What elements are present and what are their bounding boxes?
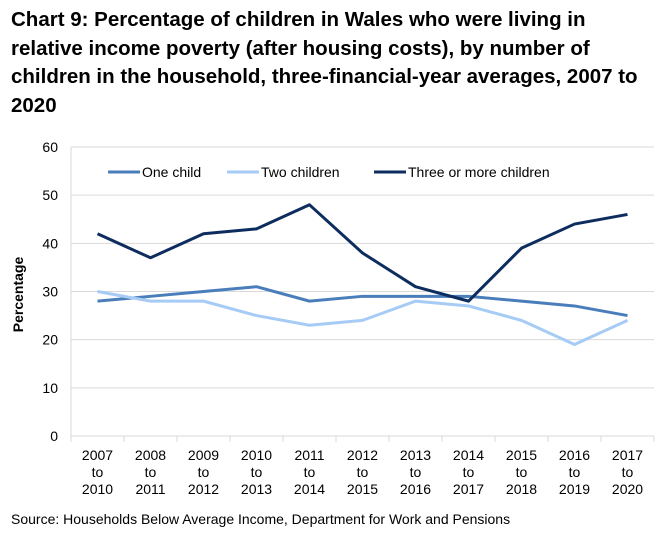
x-tick-label: 2013	[400, 447, 431, 463]
x-tick-label: 2007	[82, 447, 113, 463]
x-tick-label: 2012	[347, 447, 378, 463]
x-tick-label: 2013	[241, 481, 272, 497]
x-tick-label: to	[251, 464, 263, 480]
x-tick-label: 2010	[241, 447, 272, 463]
x-tick-label: 2011	[135, 481, 165, 497]
source-note: Source: Households Below Average Income,…	[11, 511, 511, 527]
x-tick-label: 2019	[559, 481, 590, 497]
series-line	[97, 290, 629, 346]
x-tick-label: to	[463, 464, 475, 480]
y-tick-label: 20	[42, 332, 58, 348]
x-tick-label: 2017	[612, 447, 643, 463]
y-tick-label: 60	[42, 139, 58, 155]
x-tick-label: 2015	[506, 447, 537, 463]
x-tick-label: to	[410, 464, 422, 480]
x-tick-label: 2018	[506, 481, 537, 497]
x-tick-label: to	[569, 464, 581, 480]
y-tick-label: 10	[42, 380, 58, 396]
x-tick-label: 2014	[294, 481, 325, 497]
y-tick-label: 50	[42, 187, 58, 203]
y-tick-label: 40	[42, 235, 58, 251]
y-tick-label: 0	[50, 428, 58, 444]
x-tick-label: to	[357, 464, 369, 480]
x-tick-label: 2011	[294, 447, 324, 463]
x-tick-label: to	[145, 464, 157, 480]
chart-title: Chart 9: Percentage of children in Wales…	[11, 8, 638, 117]
legend-label: One child	[142, 164, 201, 180]
x-tick-label: 2010	[82, 481, 113, 497]
legend-label: Three or more children	[408, 164, 550, 180]
x-tick-label: 2008	[135, 447, 166, 463]
y-axis-label: Percentage	[10, 257, 26, 333]
x-tick-label: to	[198, 464, 210, 480]
y-tick-label: 30	[42, 284, 58, 300]
x-tick-label: to	[622, 464, 634, 480]
x-tick-label: to	[304, 464, 316, 480]
x-tick-label: to	[92, 464, 104, 480]
x-tick-label: to	[516, 464, 528, 480]
x-tick-label: 2020	[612, 481, 643, 497]
x-tick-label: 2017	[453, 481, 484, 497]
x-tick-label: 2016	[559, 447, 590, 463]
x-tick-label: 2012	[188, 481, 219, 497]
legend-label: Two children	[261, 164, 340, 180]
x-tick-label: 2009	[188, 447, 219, 463]
x-tick-label: 2016	[400, 481, 431, 497]
x-tick-label: 2014	[453, 447, 484, 463]
x-tick-label: 2015	[347, 481, 378, 497]
